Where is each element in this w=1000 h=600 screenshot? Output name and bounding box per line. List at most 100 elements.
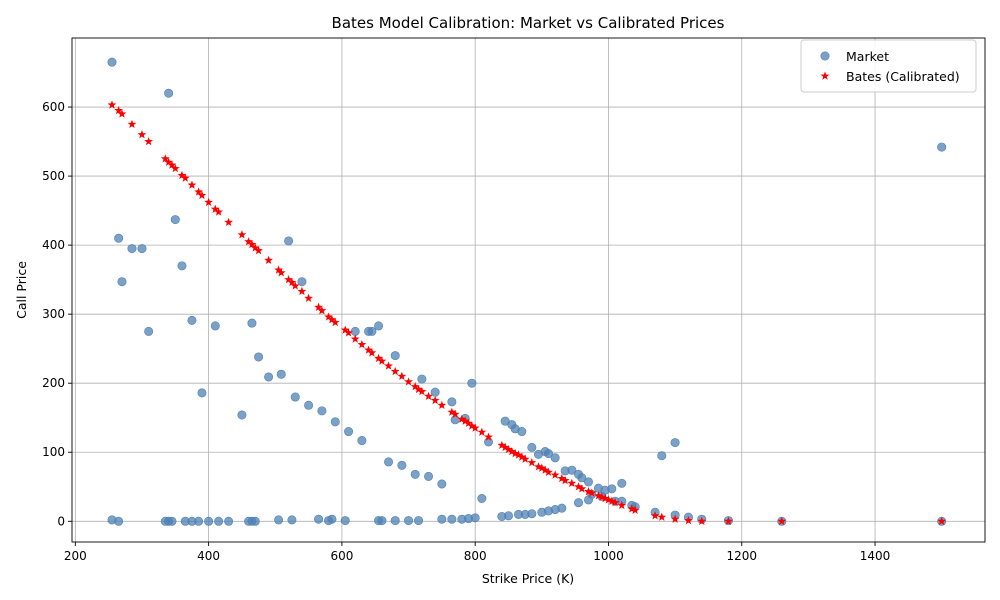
bates-point xyxy=(324,312,333,321)
market-point xyxy=(414,516,424,526)
bates-point xyxy=(127,119,137,129)
bates-point xyxy=(247,239,257,249)
market-point xyxy=(170,215,180,225)
bates-point xyxy=(477,427,487,436)
bates-point xyxy=(114,105,124,115)
market-point xyxy=(276,369,286,379)
bates-point xyxy=(537,463,547,472)
bates-point xyxy=(197,190,207,200)
bates-point xyxy=(384,361,393,370)
market-point xyxy=(284,236,294,246)
bates-point xyxy=(510,449,520,458)
market-series xyxy=(107,57,947,526)
market-point xyxy=(550,453,560,463)
y-tick-label: 400 xyxy=(42,238,65,252)
market-point xyxy=(617,478,627,488)
market-point xyxy=(390,351,400,361)
market-point xyxy=(314,514,324,524)
market-point xyxy=(390,516,400,526)
bates-point xyxy=(274,265,283,274)
market-point xyxy=(543,449,553,459)
bates-point xyxy=(684,516,693,525)
market-point xyxy=(317,406,327,416)
market-point xyxy=(377,516,387,526)
chart-title: Bates Model Calibration: Market vs Calib… xyxy=(332,14,725,32)
bates-point xyxy=(504,444,513,454)
bates-point xyxy=(344,328,353,337)
market-point xyxy=(290,392,300,402)
market-point xyxy=(254,352,264,362)
bates-point xyxy=(214,207,223,216)
market-point xyxy=(497,511,507,521)
market-point xyxy=(137,244,147,254)
bates-point xyxy=(550,470,560,479)
market-point xyxy=(533,449,543,459)
legend-market-label: Market xyxy=(846,49,889,64)
grid xyxy=(72,38,985,542)
bates-point xyxy=(187,180,197,189)
bates-point xyxy=(160,154,170,163)
bates-point xyxy=(584,487,593,496)
bates-point xyxy=(144,136,154,146)
market-point xyxy=(297,277,307,287)
bates-point xyxy=(500,442,510,452)
axis-ticks: 200 400 600 800 1000 1200 1400 0 100 200 300 400 500… xyxy=(42,100,890,563)
x-tick-label: 1000 xyxy=(593,549,624,563)
market-point xyxy=(937,142,947,152)
bates-point xyxy=(540,465,550,474)
bates-point xyxy=(607,496,617,505)
bates-point xyxy=(390,366,400,376)
bates-point xyxy=(194,187,203,196)
bates-point xyxy=(517,452,527,461)
bates-point xyxy=(464,418,473,427)
bates-point xyxy=(534,462,543,471)
bates-point xyxy=(587,488,597,497)
bates-point xyxy=(567,478,577,488)
y-axis-label: Call Price xyxy=(14,261,29,319)
bates-point xyxy=(244,237,253,246)
market-point xyxy=(384,457,394,467)
bates-point xyxy=(367,348,377,357)
y-tick-label: 600 xyxy=(42,100,65,114)
bates-point xyxy=(597,492,607,501)
market-point xyxy=(657,451,667,461)
bates-point xyxy=(177,170,187,180)
bates-point xyxy=(470,423,480,432)
y-tick-label: 100 xyxy=(42,445,65,459)
market-point xyxy=(177,261,187,271)
bates-point xyxy=(610,498,620,507)
market-point xyxy=(514,509,524,519)
bates-point xyxy=(204,197,213,207)
market-point xyxy=(144,326,154,336)
market-point xyxy=(250,516,260,526)
bates-point xyxy=(650,511,660,520)
bates-point xyxy=(290,281,300,290)
bates-point xyxy=(397,371,407,381)
bates-point xyxy=(357,339,367,349)
bates-point xyxy=(457,414,467,423)
market-point xyxy=(164,88,174,98)
bates-point xyxy=(467,421,477,430)
bates-point xyxy=(574,482,583,491)
bates-point xyxy=(180,173,190,182)
bates-point xyxy=(350,334,360,343)
market-point xyxy=(330,417,340,427)
market-point xyxy=(447,397,457,407)
bates-point xyxy=(377,356,387,365)
market-point xyxy=(374,321,384,331)
bates-point xyxy=(557,473,567,483)
x-tick-label: 400 xyxy=(197,549,220,563)
market-point xyxy=(560,466,570,476)
bates-point xyxy=(627,504,637,513)
market-point xyxy=(247,318,257,328)
market-point xyxy=(187,315,197,325)
bates-point xyxy=(410,382,420,391)
bates-point xyxy=(340,325,350,334)
legend-bates-marker xyxy=(820,71,830,80)
bates-point xyxy=(630,505,640,514)
market-point xyxy=(670,438,680,448)
bates-point xyxy=(937,516,947,526)
bates-point xyxy=(364,345,373,354)
market-point xyxy=(287,515,297,525)
